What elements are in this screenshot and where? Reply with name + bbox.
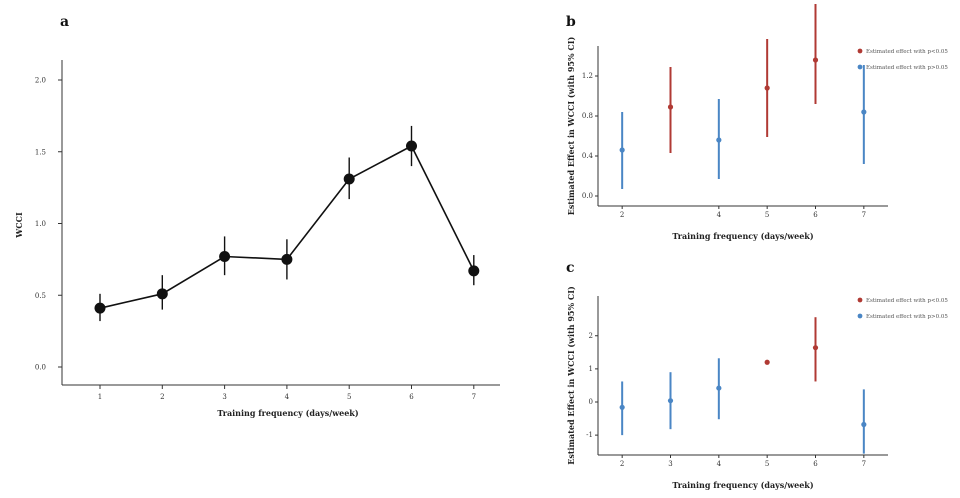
panel-b-x-tick-label: 6 (813, 211, 818, 219)
panel-a-x-tick-label: 2 (160, 393, 164, 401)
panel-a-y-tick-label: 2.0 (35, 77, 46, 85)
panel-b-legend-marker-sig (857, 48, 863, 54)
panel-b-axes (595, 46, 888, 209)
panel-b-x-axis-title: Training frequency (days/week) (672, 231, 813, 241)
panel-c-legend-marker-nonsig (857, 313, 863, 319)
panel-a-y-tick-label: 0.0 (35, 364, 46, 372)
panel-b-data-point (667, 104, 674, 110)
panel-b-legend-marker-nonsig (857, 64, 863, 70)
panel-c-y-tick-label: -1 (586, 431, 593, 439)
panel-b-y-tick-label: 0.8 (582, 112, 593, 120)
panel-c-x-tick-label: 5 (765, 460, 769, 468)
panel-c-y-tick-label: 2 (589, 332, 593, 340)
panel-b-y-tick-label: 0.0 (582, 192, 593, 200)
panel-c-legend-item-sig: Estimated effect with p<0.05 (866, 298, 948, 304)
panel-b-data-point (764, 85, 770, 91)
panel-a-x-tick-label: 3 (222, 393, 226, 401)
panel-c-legend-marker-sig (857, 297, 863, 303)
panel-b-legend-item-sig: Estimated effect with p<0.05 (866, 49, 948, 55)
panel-b-legend-item-nonsig: Estimated effect with p>0.05 (866, 65, 948, 71)
panel-a-y-tick-label: 0.5 (35, 292, 46, 300)
panel-a-y-tick-label: 1.5 (35, 148, 46, 156)
panel-c-axes (595, 296, 888, 458)
panel-b: b 0.0 0.4 0.8 1.2 2 4 5 6 7 Training frequency (d… (566, 4, 948, 241)
panel-a-label: a (60, 14, 69, 30)
panel-a-data-point (156, 288, 168, 300)
panel-c-x-tick-label: 6 (813, 460, 818, 468)
panel-c-y-axis-title: Estimated Effect in WCCI (with 95% CI) (566, 286, 576, 465)
panel-c-y-tick-label: 0 (589, 398, 593, 406)
panel-c-data-point (716, 385, 722, 391)
panel-a-y-tick-label: 1.0 (35, 220, 46, 228)
panel-b-label: b (566, 14, 576, 30)
panel-b-data-point (716, 137, 722, 143)
panel-c-y-tick-label: 1 (589, 365, 593, 373)
panel-c-x-tick-label: 3 (668, 460, 672, 468)
panel-c-x-axis-title: Training frequency (days/week) (672, 480, 813, 490)
panel-c-x-tick-label: 4 (717, 460, 722, 468)
panel-c-label: c (566, 260, 575, 276)
panel-a-x-tick-label: 4 (285, 393, 290, 401)
panel-c-x-tick-label: 2 (620, 460, 624, 468)
panel-a-x-tick-label: 1 (98, 393, 102, 401)
panel-c-data-point (812, 345, 819, 351)
panel-a-data-point (219, 251, 231, 263)
panel-a-data-point (406, 140, 417, 152)
panel-a-data-point (281, 253, 293, 265)
panel-c-data-point (619, 404, 625, 410)
panel-a-data-point (343, 173, 355, 185)
panel-c-data-point (861, 421, 867, 428)
panel-b-x-tick-label: 7 (862, 211, 866, 219)
panel-a-axes (58, 60, 500, 389)
panel-c-data-point (764, 359, 770, 365)
panel-b-y-tick-label: 0.4 (582, 152, 594, 160)
panel-b-data-point (812, 57, 819, 63)
panel-c-legend-item-nonsig: Estimated effect with p>0.05 (866, 314, 948, 320)
panel-b-x-tick-label: 4 (717, 211, 722, 219)
panel-b-y-tick-label: 1.2 (582, 72, 593, 80)
panel-c-x-tick-label: 7 (862, 460, 866, 468)
panel-a-x-axis-title: Training frequency (days/week) (217, 408, 358, 418)
panel-b-data-point (861, 109, 867, 115)
panel-c-data-point (667, 398, 674, 404)
panel-a-x-tick-label: 7 (472, 393, 476, 401)
panel-a-y-axis-title: WCCI (14, 212, 24, 239)
panel-a-x-tick-label: 5 (347, 393, 351, 401)
panel-b-x-tick-label: 2 (620, 211, 624, 219)
panel-a-data-point (94, 302, 106, 314)
panel-c: c -1 0 1 2 2 3 4 5 6 7 Training frequency (days/we… (566, 260, 948, 490)
panel-a: a 0.0 0.5 1.0 1.5 2.0 1 2 3 4 5 6 7 Training frequen… (14, 14, 500, 418)
panel-a-x-tick-label: 6 (409, 393, 414, 401)
panel-a-series-line (99, 144, 475, 309)
panel-a-data-point (468, 265, 480, 277)
panel-b-x-tick-label: 5 (765, 211, 769, 219)
panel-b-y-axis-title: Estimated Effect in WCCI (with 95% CI) (566, 37, 576, 216)
panel-b-data-point (619, 147, 625, 153)
